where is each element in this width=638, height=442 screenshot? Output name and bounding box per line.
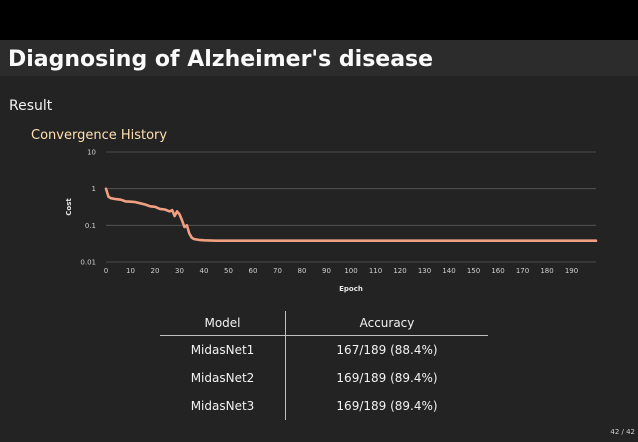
- x-tick-label: 190: [565, 267, 578, 275]
- header-accuracy: Accuracy: [285, 311, 488, 336]
- x-tick-label: 150: [467, 267, 480, 275]
- model-cell: MidasNet1: [160, 335, 286, 364]
- accuracy-cell: 167/189 (88.4%): [336, 343, 438, 357]
- x-tick-label: 40: [200, 267, 209, 275]
- table-row: MidasNet1 167/189 (88.4%): [160, 335, 488, 364]
- section-label: Result: [9, 98, 53, 114]
- y-tick-label: 0.01: [80, 259, 96, 267]
- y-axis-label: Cost: [65, 198, 73, 216]
- table-row: MidasNet3 169/189 (89.4%): [160, 392, 488, 420]
- x-tick-label: 120: [393, 267, 406, 275]
- chart-title: Convergence History: [31, 128, 168, 143]
- x-tick-label: 110: [369, 267, 382, 275]
- x-tick-label: 100: [344, 267, 357, 275]
- x-tick-label: 140: [442, 267, 455, 275]
- model-cell: MidasNet3: [160, 392, 286, 420]
- x-tick-label: 160: [491, 267, 504, 275]
- x-tick-label: 70: [273, 267, 282, 275]
- table-header-row: Model Accuracy: [160, 311, 488, 336]
- x-tick-label: 0: [104, 267, 108, 275]
- y-tick-label: 0.1: [85, 222, 96, 230]
- y-tick-label: 1: [92, 185, 96, 193]
- x-tick-label: 60: [249, 267, 258, 275]
- slide-body: [0, 76, 638, 442]
- model-cell: MidasNet2: [160, 364, 286, 392]
- accuracy-cell: 169/189 (89.4%): [336, 399, 438, 413]
- x-tick-label: 20: [151, 267, 160, 275]
- x-tick-label: 50: [224, 267, 233, 275]
- results-table: Model Accuracy MidasNet1 167/189 (88.4%)…: [160, 311, 488, 420]
- table-row: MidasNet2 169/189 (89.4%): [160, 364, 488, 392]
- x-tick-label: 130: [418, 267, 431, 275]
- x-tick-label: 180: [540, 267, 553, 275]
- x-tick-label: 30: [175, 267, 184, 275]
- page-number: 42 / 42: [610, 428, 635, 436]
- slide-title: Diagnosing of Alzheimer's disease: [8, 47, 434, 72]
- x-axis-label: Epoch: [339, 285, 363, 293]
- x-tick-label: 170: [516, 267, 529, 275]
- accuracy-cell: 169/189 (89.4%): [336, 371, 438, 385]
- title-bar: [0, 40, 638, 76]
- cost-series-line: [104, 187, 598, 242]
- x-tick-label: 10: [126, 267, 135, 275]
- x-tick-label: 80: [298, 267, 307, 275]
- x-tick-label: 90: [322, 267, 331, 275]
- header-model: Model: [160, 311, 286, 336]
- y-tick-label: 10: [87, 149, 96, 157]
